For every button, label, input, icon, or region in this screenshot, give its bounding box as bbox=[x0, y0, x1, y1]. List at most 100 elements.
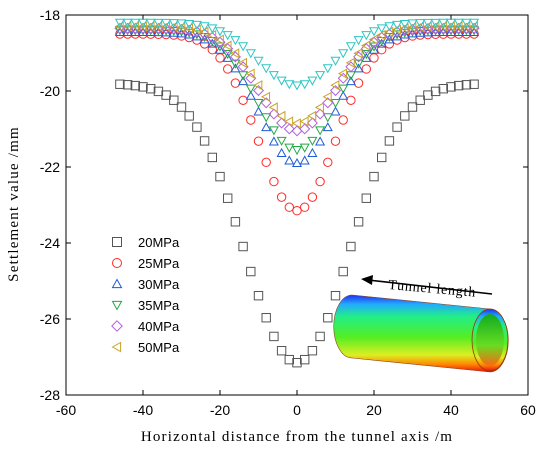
data-point bbox=[407, 102, 418, 112]
data-point bbox=[269, 176, 279, 187]
data-point bbox=[346, 241, 356, 252]
data-point bbox=[223, 64, 233, 74]
data-point bbox=[299, 116, 309, 127]
data-point bbox=[361, 52, 372, 62]
data-point bbox=[322, 91, 332, 102]
data-point bbox=[453, 18, 464, 28]
data-point bbox=[238, 76, 249, 86]
data-point bbox=[215, 53, 225, 63]
data-point bbox=[399, 29, 410, 39]
data-point bbox=[399, 23, 409, 34]
data-point bbox=[338, 90, 349, 100]
data-point bbox=[161, 18, 172, 29]
data-point bbox=[407, 28, 418, 38]
data-point bbox=[423, 90, 433, 100]
data-point bbox=[253, 98, 264, 109]
data-point bbox=[253, 106, 264, 116]
legend-marker bbox=[112, 258, 122, 268]
x-tick-label: 20 bbox=[366, 402, 382, 418]
data-point bbox=[284, 354, 295, 365]
data-point bbox=[384, 22, 395, 32]
data-point bbox=[138, 82, 148, 92]
data-point bbox=[384, 39, 395, 49]
data-point bbox=[292, 358, 302, 368]
data-point bbox=[269, 331, 279, 342]
data-point bbox=[230, 217, 241, 227]
data-point bbox=[276, 192, 287, 202]
data-point bbox=[161, 27, 172, 37]
data-point bbox=[191, 31, 202, 41]
y-tick-label: -28 bbox=[40, 387, 60, 403]
data-point bbox=[284, 155, 295, 165]
data-point bbox=[353, 217, 364, 227]
data-point bbox=[222, 50, 233, 60]
y-tick-label: -22 bbox=[40, 159, 60, 175]
data-point bbox=[199, 136, 210, 146]
data-point bbox=[207, 24, 218, 34]
y-tick-label: -24 bbox=[40, 235, 60, 251]
data-point bbox=[253, 56, 264, 66]
data-point bbox=[376, 38, 387, 48]
data-point bbox=[261, 113, 272, 123]
data-point bbox=[230, 59, 241, 69]
data-point bbox=[330, 106, 341, 116]
data-point bbox=[369, 53, 379, 63]
data-point bbox=[384, 136, 395, 146]
x-tick-label: 0 bbox=[293, 402, 301, 418]
data-point bbox=[192, 122, 202, 132]
data-point bbox=[407, 19, 418, 29]
legend-label: 50MPa bbox=[138, 340, 180, 355]
data-point bbox=[199, 39, 210, 49]
series-layer bbox=[114, 18, 480, 368]
data-point bbox=[445, 18, 457, 28]
data-point bbox=[307, 136, 318, 146]
data-point bbox=[146, 84, 156, 94]
legend-label: 25MPa bbox=[138, 256, 180, 271]
data-point bbox=[115, 79, 125, 89]
data-point bbox=[353, 78, 364, 88]
data-point bbox=[330, 290, 341, 301]
data-point bbox=[176, 19, 187, 29]
data-point bbox=[330, 80, 340, 91]
data-point bbox=[338, 266, 348, 277]
data-point bbox=[261, 313, 271, 323]
data-point bbox=[307, 110, 317, 121]
x-axis-title: Horizontal distance from the tunnel axis… bbox=[141, 429, 453, 445]
data-point bbox=[268, 102, 278, 113]
legend-marker bbox=[111, 278, 123, 289]
data-point bbox=[438, 18, 449, 28]
data-point bbox=[330, 56, 341, 66]
data-point bbox=[260, 91, 271, 102]
data-point bbox=[291, 81, 303, 91]
data-point bbox=[245, 49, 256, 59]
data-point bbox=[230, 48, 240, 59]
annotation-arrow bbox=[367, 279, 493, 295]
data-point bbox=[268, 71, 279, 81]
data-point bbox=[222, 52, 233, 62]
data-point bbox=[345, 76, 356, 86]
data-point bbox=[238, 95, 248, 106]
data-point bbox=[322, 113, 333, 123]
data-point bbox=[461, 80, 472, 90]
data-point bbox=[237, 57, 247, 68]
data-point bbox=[268, 136, 279, 146]
data-point bbox=[199, 22, 210, 32]
data-point bbox=[207, 29, 217, 41]
legend-label: 35MPa bbox=[138, 298, 180, 313]
data-point bbox=[284, 116, 294, 127]
data-point bbox=[315, 331, 325, 342]
series-50MPa bbox=[114, 21, 478, 129]
data-point bbox=[399, 19, 410, 30]
data-point bbox=[184, 19, 195, 30]
data-point bbox=[284, 143, 295, 153]
data-point bbox=[245, 84, 256, 94]
data-point bbox=[268, 126, 279, 136]
y-tick-label: -18 bbox=[40, 7, 60, 23]
data-point bbox=[176, 22, 186, 33]
data-point bbox=[438, 84, 449, 94]
tunnel-illustration bbox=[333, 294, 509, 373]
data-point bbox=[114, 18, 125, 28]
data-point bbox=[130, 18, 141, 28]
annotation-arrowhead bbox=[361, 275, 373, 285]
x-tick-label: -60 bbox=[56, 402, 76, 418]
